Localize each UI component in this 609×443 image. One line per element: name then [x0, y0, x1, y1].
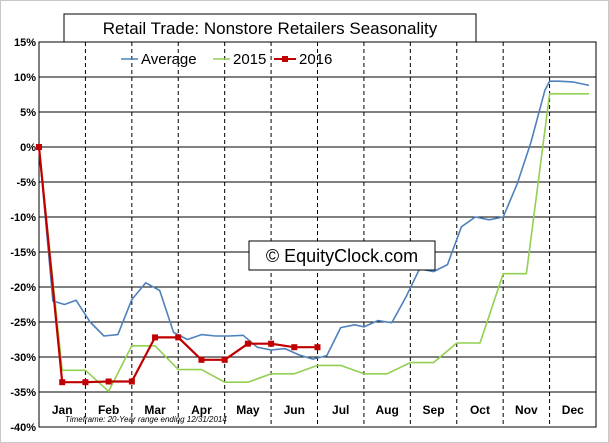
data-point-2016	[244, 340, 251, 347]
data-point-2016	[82, 379, 89, 386]
series-line-2015	[38, 93, 589, 393]
series-line-average	[38, 80, 590, 360]
x-tick-label: Oct	[470, 403, 490, 417]
legend: Average 2015 2016	[121, 51, 332, 68]
y-tick-label: -15%	[10, 247, 36, 259]
chart-title: Retail Trade: Nonstore Retailers Seasona…	[103, 19, 438, 38]
x-tick-label: Apr	[191, 403, 212, 417]
watermark: © EquityClock.com	[266, 246, 418, 266]
x-tick-label: Sep	[423, 403, 445, 417]
legend-label-2015: 2015	[233, 51, 266, 68]
x-tick-label: Feb	[98, 403, 119, 417]
data-point-2016	[105, 378, 112, 385]
y-tick-label: 15%	[14, 37, 36, 49]
data-point-2016	[152, 334, 159, 341]
grid	[39, 41, 596, 428]
data-point-2016	[198, 356, 205, 363]
watermark-box: © EquityClock.com	[248, 240, 436, 271]
y-tick-label: 5%	[20, 107, 36, 119]
y-tick-label: -35%	[10, 387, 36, 399]
x-tick-label: Dec	[562, 403, 584, 417]
data-point-2016	[59, 379, 66, 386]
y-tick-label: -5%	[16, 177, 36, 189]
x-tick-label: Nov	[515, 403, 538, 417]
x-tick-label: Mar	[144, 403, 166, 417]
x-tick-label: Jun	[284, 403, 305, 417]
data-point-2016	[128, 378, 135, 385]
y-tick-label: -20%	[10, 282, 36, 294]
axes: 15% 10% 5% 0% -5% -10% -15% -20% -25% -30% -35% -40…	[10, 37, 597, 434]
data-point-2016	[36, 144, 42, 150]
y-tick-label: -40%	[10, 422, 36, 434]
data-point-2016	[268, 340, 275, 347]
y-tick-label: -10%	[10, 212, 36, 224]
y-tick-label: 10%	[14, 72, 36, 84]
data-point-2016	[314, 344, 321, 351]
chart-title-box: Retail Trade: Nonstore Retailers Seasona…	[63, 13, 477, 43]
y-tick-label: 0%	[20, 142, 36, 154]
y-tick-label: -30%	[10, 352, 36, 364]
x-tick-label: Jan	[52, 403, 73, 417]
x-tick-label: May	[236, 403, 260, 417]
legend-marker-2016	[282, 56, 288, 62]
data-point-2016	[175, 334, 182, 341]
legend-label-2016: 2016	[299, 51, 332, 68]
legend-label-average: Average	[141, 51, 197, 68]
footnote: Timeframe: 20-Year range ending 12/31/20…	[65, 415, 227, 424]
series-layer	[36, 80, 590, 393]
y-tick-label: -25%	[10, 317, 36, 329]
data-point-2016	[291, 344, 298, 351]
data-point-2016	[221, 356, 228, 363]
x-tick-label: Jul	[332, 403, 349, 417]
x-tick-label: Aug	[375, 403, 398, 417]
